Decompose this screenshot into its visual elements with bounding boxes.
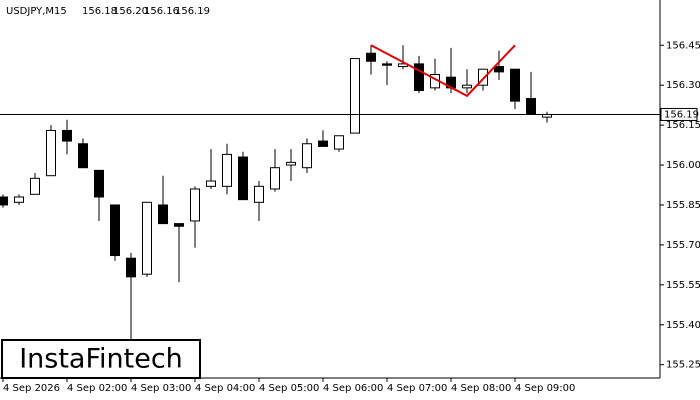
y-tick-label: 156.30 [666, 80, 700, 91]
candle-body [78, 143, 88, 169]
candle-body [14, 196, 24, 203]
y-tick-label: 155.55 [666, 280, 700, 291]
candle-body [350, 58, 360, 134]
candle-body [62, 129, 72, 142]
candle-body [510, 68, 520, 102]
y-tick-label: 155.40 [666, 320, 700, 331]
candle-body [382, 63, 392, 66]
header-low: 156.16 [144, 6, 179, 17]
candle-body [414, 63, 424, 92]
logo-box [1, 339, 201, 379]
candle-body [254, 185, 264, 203]
y-tick-label: 155.70 [666, 240, 700, 251]
x-tick-label: 4 Sep 04:00 [195, 383, 255, 394]
candle-body [286, 161, 296, 166]
x-tick-label: 4 Sep 03:00 [131, 383, 191, 394]
candle-body [494, 66, 504, 73]
candle-body [478, 68, 488, 86]
candle-body [126, 257, 136, 278]
y-tick-label: 155.85 [666, 200, 700, 211]
symbol: USDJPY,M15 [6, 6, 67, 17]
x-tick-label: 4 Sep 07:00 [387, 383, 447, 394]
candle-body [270, 167, 280, 190]
candle-body [334, 135, 344, 150]
candle-body [0, 196, 8, 206]
candle-body [302, 143, 312, 169]
pattern-line [370, 44, 516, 98]
candle-body [46, 129, 56, 177]
x-tick-label: 4 Sep 08:00 [451, 383, 511, 394]
candle-body [94, 169, 104, 198]
x-tick-label: 4 Sep 06:00 [323, 383, 383, 394]
y-tick-label: 156.45 [666, 40, 700, 51]
candle-body [526, 97, 536, 115]
candle-body [238, 156, 248, 201]
x-tick-label: 4 Sep 2026 [3, 383, 60, 394]
candle-body [462, 84, 472, 89]
candle-body [158, 204, 168, 225]
logo: InstaFintech [19, 344, 183, 375]
candle-body [110, 204, 120, 257]
current-price-box [660, 107, 698, 121]
header-open: 156.18 [82, 6, 117, 17]
candle-body [366, 52, 376, 62]
current-price-label: 156.19 [664, 109, 699, 120]
x-tick-label: 4 Sep 09:00 [515, 383, 575, 394]
x-tick-label: 4 Sep 05:00 [259, 383, 319, 394]
candle-body [30, 177, 40, 195]
candle-body [318, 140, 328, 147]
candle-body [206, 180, 216, 187]
y-tick-label: 156.15 [666, 120, 700, 131]
candle-body [190, 188, 200, 222]
candle-body [142, 201, 152, 275]
y-tick-label: 155.25 [666, 360, 700, 371]
header-high: 156.20 [113, 6, 148, 17]
x-tick-label: 4 Sep 02:00 [67, 383, 127, 394]
header-close: 156.19 [175, 6, 210, 17]
candle-body [222, 153, 232, 187]
candle-body [174, 223, 184, 227]
y-tick-label: 156.00 [666, 160, 700, 171]
